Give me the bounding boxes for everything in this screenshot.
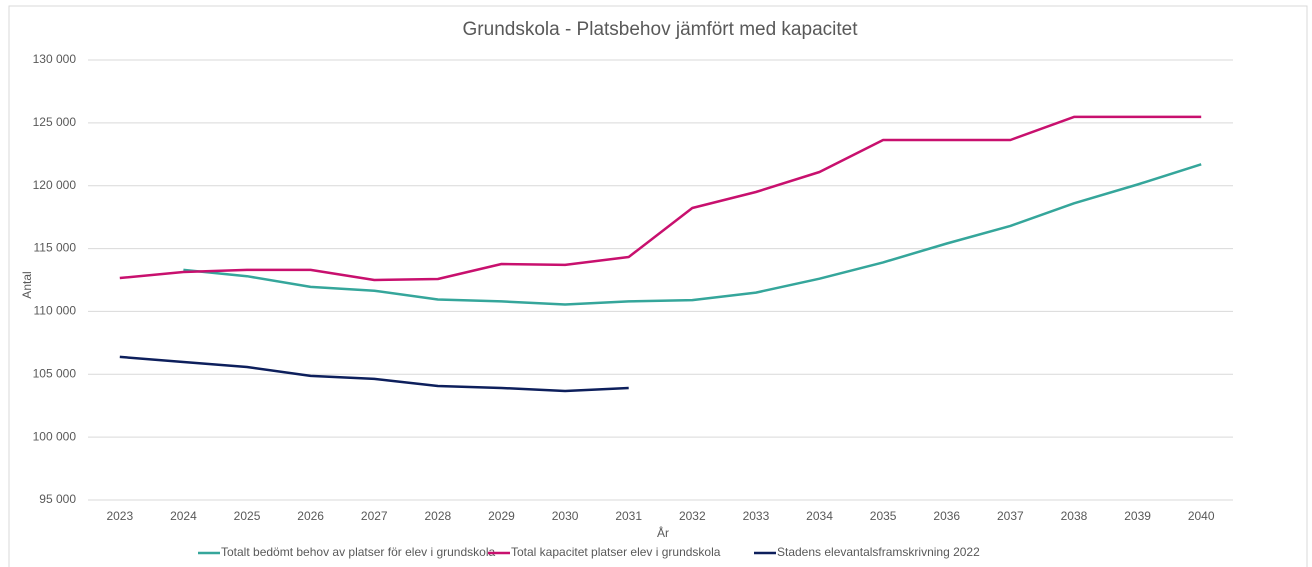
y-tick-label: 110 000 <box>34 304 77 318</box>
data-line <box>183 163 1202 306</box>
x-tick-label: 2030 <box>552 509 579 523</box>
x-tick-label: 2024 <box>170 509 197 523</box>
x-tick-label: 2026 <box>297 509 324 523</box>
x-tick-label: 2035 <box>870 509 897 523</box>
chart-border <box>8 5 1308 567</box>
legend-label: Totalt bedömt behov av platser för elev … <box>221 545 495 559</box>
legend-label: Stadens elevantalsframskrivning 2022 <box>777 545 980 559</box>
x-tick-label: 2037 <box>997 509 1024 523</box>
y-tick-label: 130 000 <box>33 52 77 66</box>
y-tick-label: 115 000 <box>34 241 77 255</box>
x-tick-label: 2040 <box>1188 509 1215 523</box>
x-tick-label: 2036 <box>933 509 960 523</box>
x-tick-label: 2039 <box>1124 509 1151 523</box>
x-tick-label: 2031 <box>615 509 642 523</box>
chart-title: Grundskola - Platsbehov jämfört med kapa… <box>463 19 859 40</box>
y-tick-label: 125 000 <box>33 115 77 129</box>
legend-label: Total kapacitet platser elev i grundskol… <box>511 545 721 559</box>
x-tick-label: 2038 <box>1061 509 1088 523</box>
x-tick-label: 2029 <box>488 509 515 523</box>
x-tick-label: 2027 <box>361 509 388 523</box>
x-tick-label: 2023 <box>106 509 133 523</box>
y-tick-label: 105 000 <box>33 366 77 380</box>
x-axis-label: År <box>657 525 669 540</box>
x-tick-label: 2032 <box>679 509 706 523</box>
y-tick-label: 120 000 <box>33 178 77 192</box>
x-tick-label: 2033 <box>743 509 770 523</box>
y-tick-label: 95 000 <box>39 492 76 506</box>
data-line <box>119 355 629 393</box>
y-axis-label: Antal <box>20 271 34 298</box>
x-tick-label: 2028 <box>425 509 452 523</box>
y-tick-label: 100 000 <box>33 429 77 443</box>
x-tick-label: 2034 <box>806 509 833 523</box>
data-line <box>119 115 1202 282</box>
x-tick-label: 2025 <box>234 509 261 523</box>
